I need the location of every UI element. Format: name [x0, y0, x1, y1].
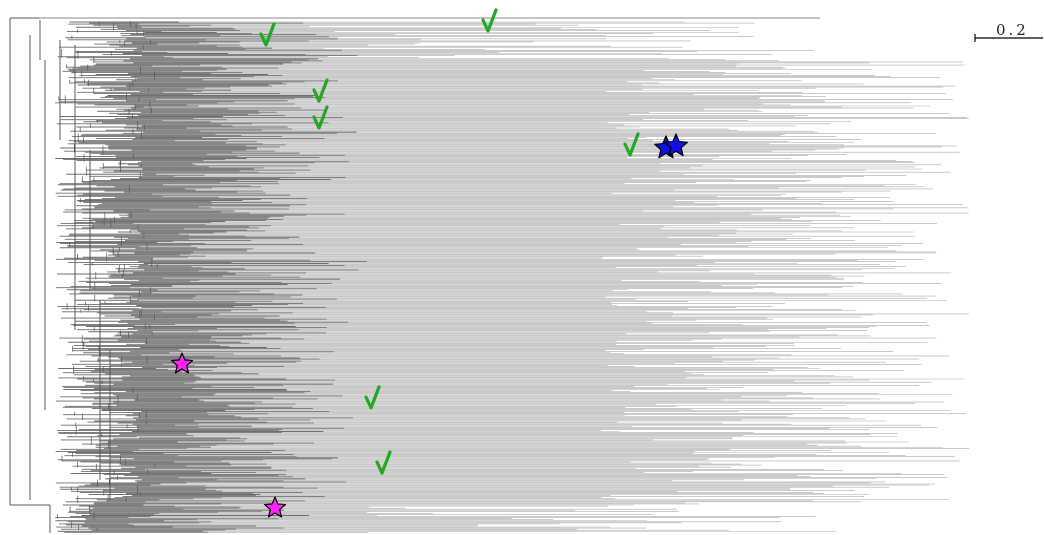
tree-markers	[170, 8, 689, 518]
checkmark-icon	[375, 450, 392, 475]
checkmark-icon	[623, 132, 640, 157]
checkmark-icon	[259, 22, 276, 47]
scale-bar	[974, 34, 1043, 42]
star-icon	[663, 133, 689, 157]
star-icon	[263, 496, 287, 518]
checkmark-icon	[312, 105, 329, 130]
tree-leaf-branches	[40, 17, 970, 533]
scale-bar-label: 0.2	[996, 21, 1029, 39]
checkmark-icon	[481, 8, 498, 33]
checkmark-icon	[312, 78, 329, 103]
checkmark-icon	[364, 385, 381, 410]
star-icon	[170, 352, 194, 374]
